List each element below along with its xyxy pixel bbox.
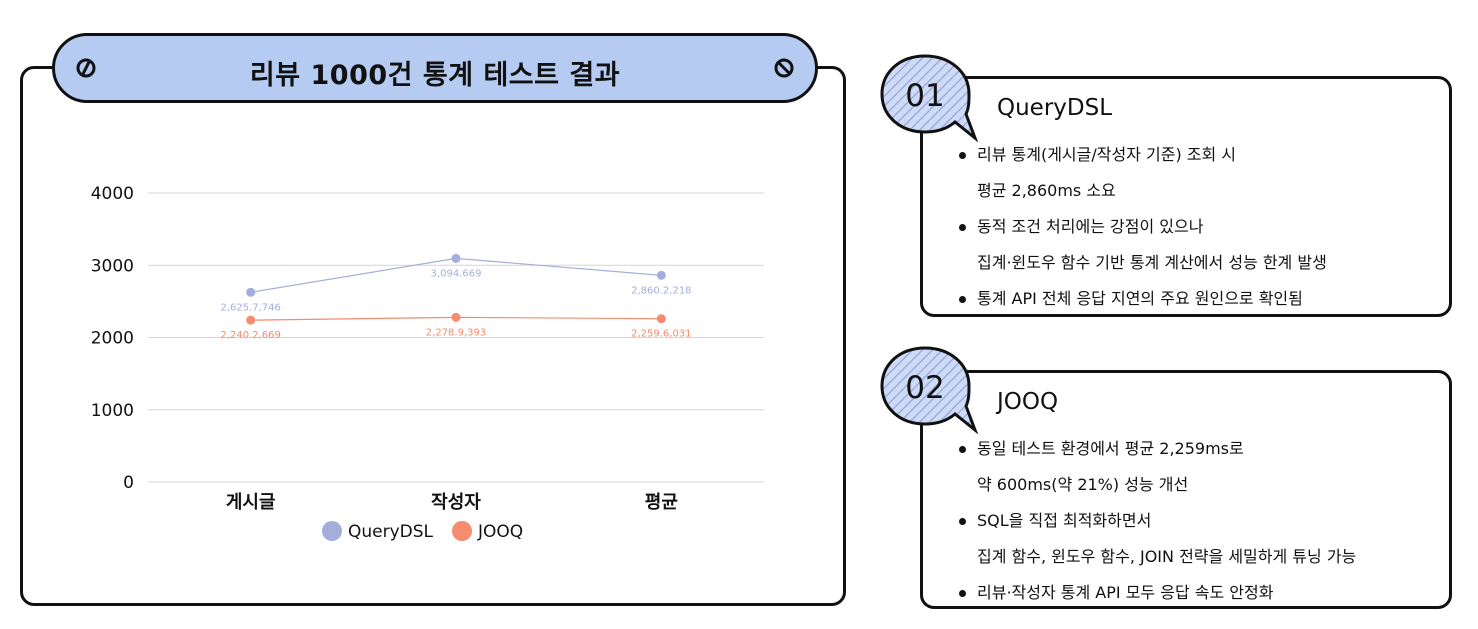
number-badge: 02 bbox=[878, 344, 979, 435]
data-label: 3,094.669 bbox=[431, 268, 482, 279]
legend-label: QueryDSL bbox=[348, 522, 434, 542]
bullet-text: 리뷰·작성자 통계 API 모두 응답 속도 안정화 bbox=[977, 583, 1274, 602]
info-card-querydsl: QueryDSL 리뷰 통계(게시글/작성자 기준) 조회 시 평균 2,860… bbox=[920, 76, 1452, 317]
bullet-text: 집계 함수, 윈도우 함수, JOIN 전략을 세밀하게 튜닝 가능 bbox=[977, 547, 1357, 566]
bullet-text: 집계·윈도우 함수 기반 통계 계산에서 성능 한계 발생 bbox=[977, 253, 1327, 272]
list-item: 리뷰 통계(게시글/작성자 기준) 조회 시 평균 2,860ms 소요 bbox=[959, 145, 1443, 201]
x-tick-label: 작성자 bbox=[431, 492, 481, 513]
data-point bbox=[656, 314, 666, 324]
data-label: 2,259.6,031 bbox=[631, 329, 691, 340]
list-item: SQL을 직접 최적화하면서 집계 함수, 윈도우 함수, JOIN 전략을 세… bbox=[959, 511, 1443, 567]
bullet-text: 동적 조건 처리에는 강점이 있으나 bbox=[977, 217, 1204, 236]
card-title: JOOQ bbox=[997, 389, 1059, 415]
list-item: 동일 테스트 환경에서 평균 2,259ms로 약 600ms(약 21%) 성… bbox=[959, 439, 1443, 495]
data-point bbox=[246, 287, 256, 297]
bullet-text: 약 600ms(약 21%) 성능 개선 bbox=[977, 475, 1189, 494]
bullet-text: 리뷰 통계(게시글/작성자 기준) 조회 시 bbox=[977, 145, 1237, 164]
slash-circle-icon bbox=[76, 58, 96, 78]
y-tick-label: 2000 bbox=[91, 329, 134, 349]
data-label: 2,860.2,218 bbox=[631, 285, 691, 296]
bullet-list: 동일 테스트 환경에서 평균 2,259ms로 약 600ms(약 21%) 성… bbox=[959, 439, 1443, 619]
info-card-jooq: JOOQ 동일 테스트 환경에서 평균 2,259ms로 약 600ms(약 2… bbox=[920, 370, 1452, 609]
badge-number: 02 bbox=[905, 370, 945, 406]
chart-card bbox=[20, 66, 846, 606]
badge-number: 01 bbox=[905, 78, 945, 114]
bullet-text: 통계 API 전체 응답 지연의 주요 원인으로 확인됨 bbox=[977, 289, 1303, 308]
data-label: 2,278.9,393 bbox=[426, 327, 486, 338]
y-tick-label: 4000 bbox=[91, 184, 134, 204]
data-point bbox=[451, 253, 461, 263]
speech-bubble-icon bbox=[880, 346, 979, 435]
data-point bbox=[246, 315, 256, 325]
line-chart: 4000 3000 2000 1000 0 게시글 작성자 평균 2,625.7,746 3,09… bbox=[91, 184, 764, 542]
x-tick-label: 게시글 bbox=[226, 492, 276, 513]
number-badge: 01 bbox=[878, 52, 979, 143]
chart-title-banner: 리뷰 1000건 통계 테스트 결과 bbox=[52, 33, 818, 103]
bullet-text: 동일 테스트 환경에서 평균 2,259ms로 bbox=[977, 439, 1244, 458]
legend-marker bbox=[322, 521, 342, 541]
y-tick-label: 1000 bbox=[91, 401, 134, 421]
data-label: 2,625.7,746 bbox=[220, 302, 280, 313]
list-item: 통계 API 전체 응답 지연의 주요 원인으로 확인됨 bbox=[959, 289, 1443, 309]
list-item: 동적 조건 처리에는 강점이 있으나 집계·윈도우 함수 기반 통계 계산에서 … bbox=[959, 217, 1443, 273]
slash-circle-icon bbox=[774, 58, 794, 78]
list-item: 리뷰·작성자 통계 API 모두 응답 속도 안정화 bbox=[959, 583, 1443, 603]
data-point bbox=[451, 312, 461, 322]
y-tick-label: 0 bbox=[123, 473, 134, 493]
bullet-text: 평균 2,860ms 소요 bbox=[977, 181, 1116, 200]
chart-title: 리뷰 1000건 통계 테스트 결과 bbox=[249, 60, 621, 91]
speech-bubble-icon bbox=[880, 54, 979, 143]
data-point bbox=[656, 270, 666, 280]
card-title: QueryDSL bbox=[997, 95, 1113, 121]
legend-marker bbox=[452, 521, 472, 541]
y-tick-label: 3000 bbox=[91, 256, 134, 276]
x-tick-label: 평균 bbox=[645, 492, 678, 513]
data-label: 2,240.2,669 bbox=[220, 330, 280, 341]
bullet-list: 리뷰 통계(게시글/작성자 기준) 조회 시 평균 2,860ms 소요 동적 … bbox=[959, 145, 1443, 325]
bullet-text: SQL을 직접 최적화하면서 bbox=[977, 511, 1152, 530]
legend-label: JOOQ bbox=[477, 522, 523, 542]
